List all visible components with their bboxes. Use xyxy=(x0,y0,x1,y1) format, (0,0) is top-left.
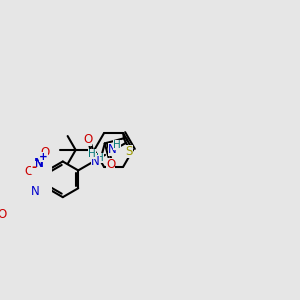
Text: N: N xyxy=(108,143,117,156)
Text: N: N xyxy=(91,155,100,168)
Text: N: N xyxy=(34,157,44,169)
Text: H: H xyxy=(88,149,96,160)
Text: H: H xyxy=(96,153,104,163)
Text: H: H xyxy=(113,140,121,150)
Text: O: O xyxy=(83,134,92,146)
Text: +: + xyxy=(39,152,48,162)
Text: -: - xyxy=(31,161,36,174)
Text: O: O xyxy=(106,158,115,171)
Text: O: O xyxy=(25,165,34,178)
Text: O: O xyxy=(41,146,50,159)
Text: O: O xyxy=(0,208,7,221)
Text: S: S xyxy=(125,145,133,158)
Text: N: N xyxy=(31,185,39,198)
